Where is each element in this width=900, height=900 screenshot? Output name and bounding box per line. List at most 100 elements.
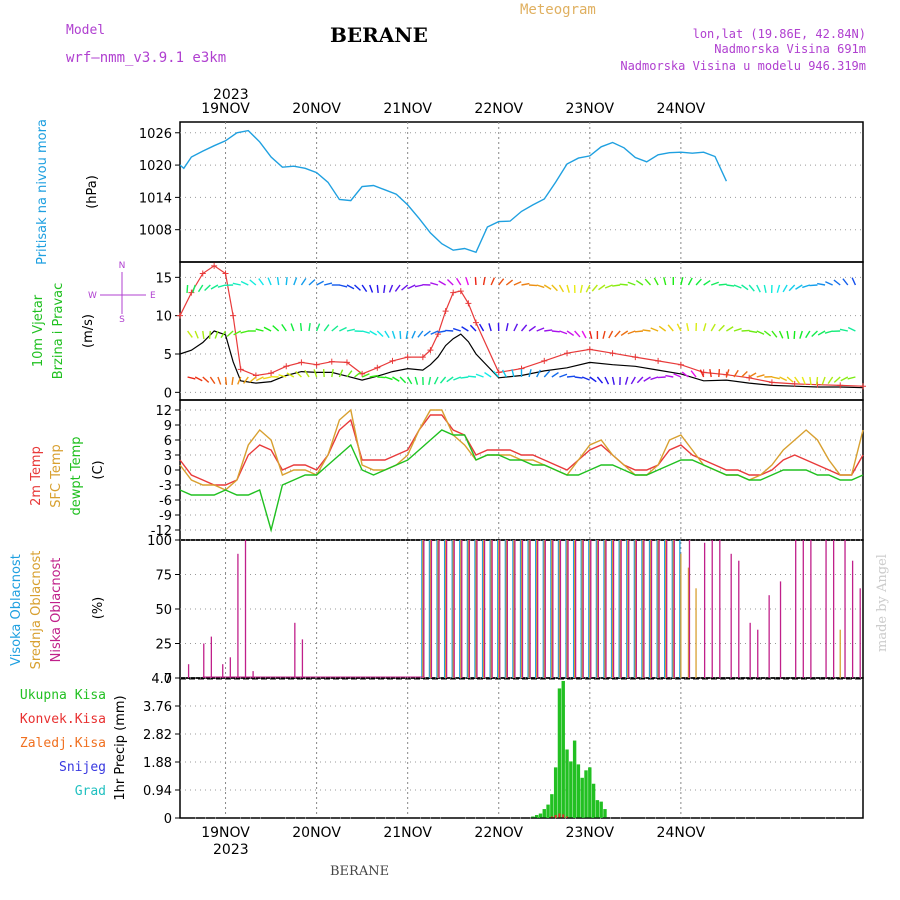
day-labels-bottom: 19NOV 20NOV 21NOV 22NOV 23NOV 24NOV: [201, 825, 705, 841]
precip-bar: [554, 815, 557, 818]
wind-gust-marker: [746, 374, 753, 381]
wind-arrow: [460, 376, 469, 379]
wind-title-1: 10m Vjetar: [31, 294, 46, 367]
precip-legend-item: Grad: [75, 784, 106, 799]
wind-arrow: [756, 284, 761, 293]
wind-arrow: [258, 278, 265, 286]
wind-arrow: [815, 376, 819, 386]
day-label-top: 20NOV: [292, 101, 341, 117]
wind-arrow: [824, 330, 833, 334]
wind-arrow: [636, 376, 644, 384]
wind-arrow: [793, 330, 796, 340]
wind-arrow: [643, 376, 651, 382]
y-tick-labels: 1008101410201026051015-12-9-6-3036912025…: [139, 127, 172, 827]
wind-arrow: [492, 370, 500, 378]
wind-arrow: [295, 370, 302, 378]
wind-arrow: [559, 330, 568, 335]
wind-arrow: [726, 326, 734, 332]
precip-bar: [546, 804, 550, 818]
wind-arrow: [433, 376, 439, 385]
wind-arrow: [187, 330, 193, 338]
wind-arrow: [391, 330, 396, 339]
wind-arrow: [290, 323, 295, 332]
cloud-unit: (%): [91, 597, 106, 620]
precip-tick-label: 1.88: [143, 756, 172, 771]
wind-arrow: [217, 284, 226, 288]
compass-n: N: [119, 261, 126, 271]
wind-arrow: [748, 372, 757, 378]
wind-gust-marker: [837, 382, 844, 389]
cloud-title-2: Srednja Oblacnost: [29, 551, 44, 670]
wind-arrow: [779, 376, 788, 382]
pressure-series: [179, 129, 728, 254]
wind-arrow: [817, 330, 826, 336]
wind-arrow: [192, 284, 196, 293]
wind-arrow: [354, 371, 362, 378]
precip-bar: [538, 813, 543, 818]
wind-arrow: [369, 374, 378, 378]
wind-arrow: [445, 329, 454, 332]
temp-line-0: [179, 414, 864, 486]
wind-arrow: [237, 376, 242, 385]
wind-arrow: [243, 376, 249, 384]
model-name: wrf—nmm_v3.9.1 e3km: [66, 50, 226, 66]
wind-arrow: [676, 323, 682, 332]
wind-arrow: [513, 323, 519, 332]
precip-bar: [603, 809, 607, 818]
precip-legend-item: Ukupna Kisa: [20, 688, 106, 703]
wind-arrow: [802, 284, 811, 289]
pressure-unit: (hPa): [85, 175, 100, 209]
day-labels-top: 19NOV 20NOV 21NOV 22NOV 23NOV 24NOV: [201, 101, 705, 117]
wind-arrow: [596, 376, 604, 384]
wind-arrow: [194, 376, 203, 382]
wind-arrow: [620, 330, 629, 337]
wind-arrow: [581, 330, 587, 339]
day-label-top: 19NOV: [201, 101, 250, 117]
precip-bar: [562, 814, 565, 818]
wind-arrow: [338, 369, 344, 378]
temp-tick-label: 3: [164, 449, 172, 464]
wind-arrow: [208, 330, 212, 340]
wind-arrow: [809, 284, 818, 287]
wind-arrow: [667, 324, 674, 332]
model-elevation-label: Nadmorska Visina u modelu 946.319m: [620, 59, 866, 73]
wind-arrow: [388, 284, 394, 293]
wind-arrow: [202, 376, 210, 383]
wind-arrow: [475, 373, 484, 378]
wind-arrow: [299, 322, 303, 332]
wind-arrow: [799, 330, 803, 339]
wind-arrow: [763, 284, 767, 293]
precip-bar: [595, 800, 600, 818]
wind-gust-marker: [677, 361, 684, 368]
wind-tick-label: 5: [164, 348, 172, 363]
wind-arrow: [423, 330, 431, 337]
wind-arrow: [710, 281, 719, 286]
wind-arrow: [346, 284, 355, 290]
wind-arrow: [392, 376, 400, 382]
wind-arrow: [240, 280, 249, 286]
wind-gust-marker: [586, 346, 593, 353]
wind-arrow: [498, 278, 505, 286]
wind-arrow: [718, 283, 727, 286]
wind-arrow: [733, 327, 742, 332]
precip-tick-label: 0.94: [143, 784, 172, 799]
wind-arrow: [383, 284, 386, 294]
wind-arrow: [614, 330, 621, 338]
wind-arrow: [465, 277, 470, 286]
precip-bar: [550, 816, 553, 818]
day-label-top: 22NOV: [474, 101, 523, 117]
wind-arrow: [725, 369, 730, 378]
wind-arrow: [304, 369, 310, 378]
wind-arrow: [414, 376, 419, 385]
wind-arrow: [511, 369, 515, 378]
pressure-tick-label: 1026: [139, 127, 172, 142]
wind-arrow: [276, 276, 280, 286]
wind-gust-marker: [472, 319, 479, 326]
wind-arrow: [543, 370, 551, 378]
wind-arrow: [286, 372, 295, 378]
temp-tick-label: -12: [151, 524, 172, 539]
wind-arrow: [484, 371, 492, 378]
precip-bar: [561, 680, 565, 818]
wind-arrow: [272, 325, 280, 332]
